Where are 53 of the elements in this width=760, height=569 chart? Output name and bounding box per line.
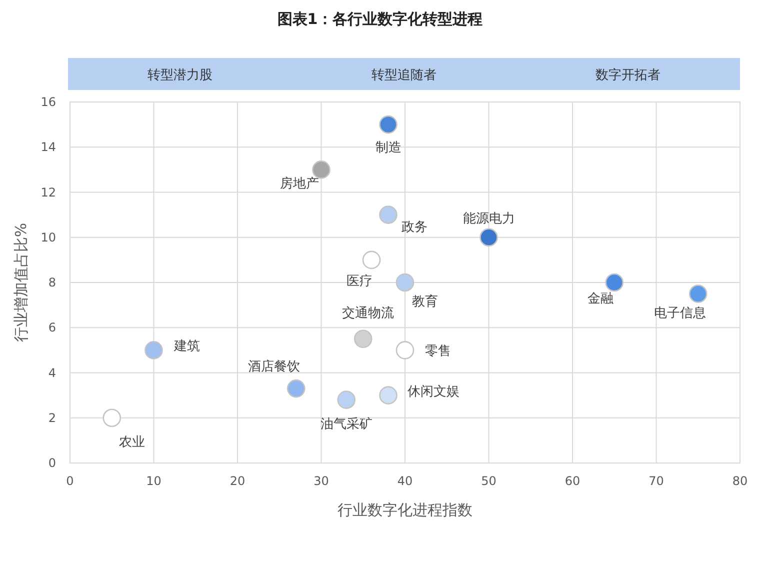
text: 转型潜力股: [148, 68, 212, 83]
series-label: 医疗: [346, 274, 372, 289]
point: [337, 390, 356, 409]
x-tick-label: 60: [564, 474, 580, 488]
x-tick-label: 30: [314, 474, 329, 488]
point: [379, 115, 398, 134]
series-label: 油气采矿: [320, 416, 372, 432]
chart-title: 图表1：各行业数字化转型进程: [277, 10, 483, 28]
y-tick-label: 10: [40, 230, 56, 244]
series-label: 教育: [412, 294, 438, 310]
point: [379, 206, 398, 224]
x-tick-label: 20: [230, 474, 246, 488]
point: [144, 341, 163, 360]
series-label: 交通物流: [342, 304, 394, 321]
point: [480, 228, 498, 247]
x-tick-label: 40: [397, 474, 413, 488]
x-axis-title: 行业数字化进程指数: [338, 501, 472, 519]
series-label: 电子信息: [654, 306, 706, 321]
y-tick-label: 6: [48, 320, 56, 335]
series-label: 休闲文娱: [407, 384, 460, 400]
y-axis-title: 行业增加值占比%: [12, 222, 30, 342]
y-tick-label: 0: [48, 456, 56, 470]
x-tick-label: 50: [481, 474, 496, 488]
y-tick-label: 2: [48, 410, 56, 425]
point: [102, 408, 122, 428]
point: [605, 273, 624, 292]
series-label: 酒店餐饮: [248, 358, 300, 375]
y-tick-label: 16: [40, 95, 56, 109]
series-label: 零售: [425, 344, 451, 360]
series-label: 房地产: [280, 176, 319, 192]
point: [354, 330, 372, 348]
point: [396, 273, 414, 292]
point: [396, 341, 414, 360]
point: [379, 386, 398, 404]
x-tick-label: 70: [648, 474, 664, 488]
y-tick-label: 4: [48, 366, 56, 380]
point: [286, 379, 306, 398]
text: 转型追随者: [372, 68, 436, 83]
point: [362, 250, 381, 270]
x-tick-label: 80: [732, 474, 748, 488]
series-label: 政务: [401, 220, 428, 235]
series-label: 建筑: [172, 339, 200, 354]
x-tick-label: 10: [146, 474, 162, 488]
text: 数字开拓者: [596, 67, 660, 83]
y-tick-label: 12: [40, 185, 56, 200]
y-tick-label: 8: [48, 276, 56, 290]
x-tick-label: 0: [66, 474, 74, 488]
y-tick-label: 14: [40, 140, 56, 154]
series-label: 农业: [118, 434, 145, 450]
series-label: 金融: [587, 292, 614, 306]
series-label: 制造: [375, 140, 402, 156]
series-label: 能源电力: [462, 211, 515, 226]
point: [688, 284, 708, 303]
